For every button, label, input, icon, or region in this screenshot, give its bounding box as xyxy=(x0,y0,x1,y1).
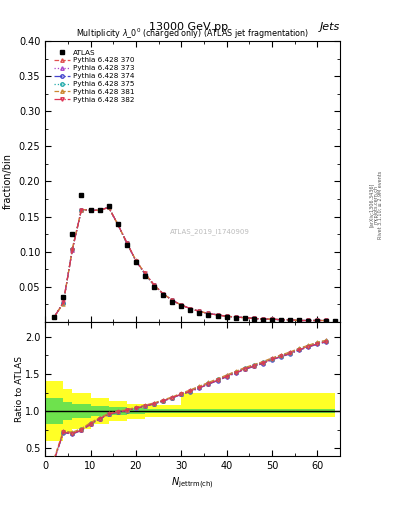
ATLAS xyxy=(134,259,138,265)
ATLAS xyxy=(206,312,211,318)
ATLAS xyxy=(61,294,66,301)
X-axis label: $N_{\mathrm{jettrm(ch)}}$: $N_{\mathrm{jettrm(ch)}}$ xyxy=(171,476,214,492)
ATLAS xyxy=(215,313,220,319)
ATLAS xyxy=(324,318,329,324)
ATLAS xyxy=(170,298,174,305)
ATLAS xyxy=(88,206,93,212)
ATLAS xyxy=(333,318,338,324)
ATLAS xyxy=(152,284,156,290)
ATLAS xyxy=(188,307,193,313)
ATLAS xyxy=(242,315,247,322)
ATLAS xyxy=(107,203,111,209)
ATLAS xyxy=(97,206,102,212)
Text: mcplots.cern.ch: mcplots.cern.ch xyxy=(374,185,378,224)
ATLAS xyxy=(233,314,238,321)
ATLAS xyxy=(125,242,129,248)
ATLAS xyxy=(52,314,57,320)
Text: Jets: Jets xyxy=(320,22,340,32)
Text: Rivet 3.1.10; ≥ 2.9M events: Rivet 3.1.10; ≥ 2.9M events xyxy=(378,170,383,239)
ATLAS xyxy=(252,316,256,322)
ATLAS xyxy=(288,317,292,324)
ATLAS xyxy=(306,318,310,324)
ATLAS xyxy=(261,317,265,323)
Line: ATLAS: ATLAS xyxy=(52,193,338,324)
ATLAS xyxy=(270,317,274,323)
ATLAS xyxy=(224,314,229,320)
ATLAS xyxy=(297,317,301,324)
ATLAS xyxy=(197,310,202,316)
ATLAS xyxy=(279,317,283,324)
ATLAS xyxy=(179,304,184,310)
ATLAS xyxy=(79,193,84,199)
ATLAS xyxy=(161,292,165,298)
Y-axis label: Ratio to ATLAS: Ratio to ATLAS xyxy=(15,356,24,422)
ATLAS xyxy=(143,273,147,280)
ATLAS xyxy=(116,221,120,227)
Text: [arXiv:1306.3436]: [arXiv:1306.3436] xyxy=(369,183,374,227)
ATLAS xyxy=(315,318,320,324)
Title: Multiplicity $\lambda\_0^0$ (charged only) (ATLAS jet fragmentation): Multiplicity $\lambda\_0^0$ (charged onl… xyxy=(76,27,309,41)
Legend: ATLAS, Pythia 6.428 370, Pythia 6.428 373, Pythia 6.428 374, Pythia 6.428 375, P: ATLAS, Pythia 6.428 370, Pythia 6.428 37… xyxy=(51,47,137,105)
Text: 13000 GeV pp: 13000 GeV pp xyxy=(149,22,228,32)
ATLAS xyxy=(70,231,75,237)
Text: ATLAS_2019_I1740909: ATLAS_2019_I1740909 xyxy=(170,229,250,236)
Y-axis label: fraction/bin: fraction/bin xyxy=(3,154,13,209)
